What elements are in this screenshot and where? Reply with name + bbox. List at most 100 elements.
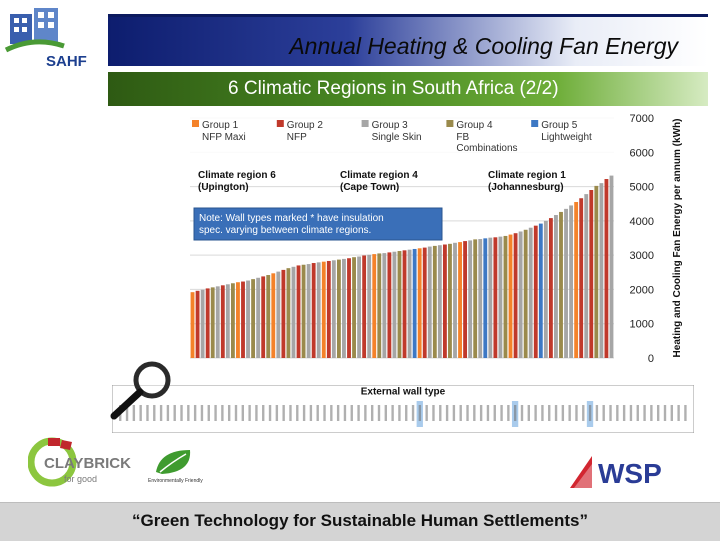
bar <box>559 211 563 358</box>
legend-sublabel: NFP <box>287 132 307 143</box>
x-tick-mark <box>200 405 204 421</box>
bar <box>352 257 356 358</box>
legend-swatch <box>446 120 454 127</box>
x-tick-mark <box>670 405 673 421</box>
x-tick-mark <box>227 405 231 421</box>
bar <box>473 239 478 358</box>
y-tick-label: 1000 <box>630 319 654 331</box>
x-tick-mark <box>262 405 265 421</box>
bar <box>569 205 574 358</box>
bar <box>190 292 195 358</box>
x-tick-mark <box>214 405 217 421</box>
bar <box>468 240 473 358</box>
chart-bars <box>190 175 614 358</box>
bar <box>543 220 548 358</box>
x-tick-mark <box>309 405 313 421</box>
x-tick-mark <box>459 405 462 421</box>
environmental-logo: Environmentally Friendly <box>146 446 218 484</box>
legend-sublabel: Lightweight <box>541 132 592 143</box>
x-tick-mark <box>405 405 408 421</box>
x-tick-mark <box>302 405 306 421</box>
legend-sublabel: Combinations <box>456 143 517 154</box>
legend-sublabel: FB <box>456 132 469 143</box>
bar <box>387 252 392 358</box>
bar <box>528 227 533 358</box>
bar <box>342 258 346 358</box>
y-tick-label: 3000 <box>630 250 654 262</box>
x-tick-mark <box>241 405 244 421</box>
x-tick-mark <box>636 405 639 421</box>
subtitle-bar: 6 Climatic Regions in South Africa (2/2) <box>108 72 708 106</box>
x-tick-mark <box>656 405 660 421</box>
bar <box>281 269 286 358</box>
bar <box>498 236 503 358</box>
bar <box>382 253 387 358</box>
bar <box>397 251 402 358</box>
x-tick-mark <box>616 405 619 421</box>
y-tick-label: 4000 <box>630 216 654 228</box>
x-tick-mark <box>234 405 238 421</box>
x-tick-mark <box>316 405 319 421</box>
bar <box>564 208 568 358</box>
note-box: Note: Wall types marked * have insulatio… <box>193 207 443 241</box>
legend-label: Group 4 <box>456 120 493 131</box>
x-tick-mark <box>445 405 449 421</box>
bar <box>225 284 230 358</box>
bar <box>554 215 558 358</box>
x-tick-mark <box>479 405 483 421</box>
x-tick-mark <box>520 405 524 421</box>
wsp-logo: WSP <box>568 452 688 490</box>
x-tick-mark <box>439 405 442 421</box>
x-tick-mark <box>527 405 530 421</box>
legend-label: Group 1 <box>202 120 239 131</box>
y-tick-label: 2000 <box>630 284 654 296</box>
x-tick-mark <box>323 405 326 421</box>
x-tick-mark <box>159 405 163 421</box>
x-tick-mark <box>663 405 667 421</box>
x-tick-mark <box>425 405 428 421</box>
bar <box>402 250 407 358</box>
chart-annotations: Climate region 6(Upington) Climate region… <box>193 170 566 241</box>
bar <box>306 264 311 358</box>
bar <box>488 237 493 358</box>
x-tick-mark <box>622 405 626 421</box>
x-tick-mark <box>146 405 149 421</box>
brick-icon <box>48 438 60 446</box>
environmental-caption: Environmentally Friendly <box>148 478 203 484</box>
footer-slogan: “Green Technology for Sustainable Human … <box>132 511 588 530</box>
region-label: (Upington) <box>198 182 249 193</box>
x-tick-mark <box>650 405 653 421</box>
region-label: Climate region 4 <box>340 170 418 181</box>
wsp-text: WSP <box>598 458 662 489</box>
bar <box>407 249 412 358</box>
bar <box>256 277 261 358</box>
x-tick-mark <box>684 405 687 421</box>
claybrick-text: CLAYBRICK <box>44 455 131 472</box>
bar <box>362 255 367 358</box>
bar <box>311 263 316 358</box>
bar <box>432 245 437 358</box>
x-tick-mark <box>336 405 340 421</box>
bar <box>357 256 362 358</box>
x-tick-mark <box>452 405 456 421</box>
bar <box>336 259 341 358</box>
bar <box>513 233 518 358</box>
x-tick-mark <box>398 405 401 421</box>
bar <box>594 185 599 358</box>
bar <box>367 254 372 358</box>
bar <box>417 248 422 358</box>
page-subtitle: 6 Climatic Regions in South Africa (2/2) <box>228 78 559 99</box>
note-text: Note: Wall types marked * have insulatio… <box>199 213 384 224</box>
bar <box>538 223 543 358</box>
bar <box>523 229 528 358</box>
legend-label: Group 2 <box>287 120 324 131</box>
x-tick-mark <box>330 405 333 421</box>
claybrick-tagline: for good <box>64 474 97 484</box>
bar <box>584 194 589 358</box>
page-title: Annual Heating & Cooling Fan Energy <box>289 33 678 59</box>
bar <box>215 286 220 358</box>
bar <box>291 266 296 358</box>
x-tick-mark <box>132 405 136 421</box>
x-axis-strip: External wall type <box>112 385 694 433</box>
